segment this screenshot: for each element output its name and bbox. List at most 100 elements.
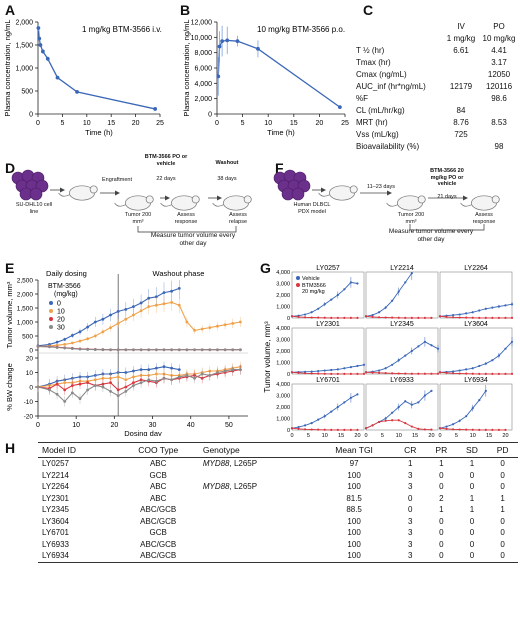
- table-row: LY0257 ABC MYD88, L265P 97 1 1 1 0: [38, 458, 518, 470]
- data-point: [63, 343, 67, 346]
- tgi-cell: 97: [349, 459, 359, 469]
- data-point: [86, 337, 90, 341]
- data-point: [139, 301, 143, 305]
- schem-f-assess: Assess response: [472, 212, 496, 225]
- mouse-icon: [460, 195, 500, 211]
- data-point: [410, 403, 413, 406]
- series-line-drug: [439, 315, 512, 319]
- data-point: [208, 348, 212, 352]
- data-point: [391, 419, 394, 422]
- data-point: [170, 366, 174, 370]
- tgi-cell: LY0257: [42, 459, 69, 469]
- schem-d-washout: Washout: [215, 160, 239, 166]
- tgi-cell: 0: [439, 470, 444, 480]
- mouse-tail: [114, 202, 126, 207]
- data-point: [364, 315, 368, 318]
- subplot-title: LY2264: [464, 265, 488, 272]
- schematic-d: [11, 169, 252, 233]
- data-point: [303, 424, 307, 427]
- legend-label: 30: [57, 325, 65, 332]
- data-point: [124, 317, 128, 321]
- x-tick-label: 15: [338, 433, 344, 438]
- tgi-cell: 1: [439, 505, 444, 515]
- data-point: [147, 378, 151, 382]
- series-line-vehicle: [291, 393, 358, 429]
- data-point: [510, 372, 514, 375]
- data-point: [484, 389, 487, 392]
- data-point: [109, 348, 112, 352]
- data-point: [371, 424, 374, 427]
- data-point: [317, 428, 320, 431]
- table-row: LY2345 ABC/GCB 88.5 0 1 1 1: [38, 504, 518, 516]
- data-point: [124, 308, 128, 311]
- y-tick-label: 500: [22, 334, 33, 341]
- arrow-head: [217, 195, 222, 201]
- cells-icon: [273, 169, 311, 201]
- data-point: [377, 420, 381, 424]
- data-point: [238, 348, 242, 352]
- data-point: [330, 372, 333, 375]
- x-tick-label: 5: [60, 120, 64, 127]
- data-point: [223, 369, 227, 373]
- data-point: [356, 428, 359, 431]
- bracket: [137, 226, 237, 233]
- pk-table-cell: AUC_inf (hr*ng/mL): [356, 82, 426, 92]
- data-point: [101, 317, 105, 321]
- x-axis-label: Time (h): [85, 128, 113, 137]
- data-point: [458, 372, 461, 375]
- data-point: [78, 382, 82, 386]
- x-tick-label: 0: [438, 433, 441, 438]
- data-point: [377, 371, 381, 374]
- data-point: [170, 289, 174, 293]
- tgi-cell: 0: [500, 459, 505, 469]
- data-point: [423, 394, 427, 397]
- pk-table-cell: T ½ (hr): [356, 45, 385, 55]
- schem-f-dose: BTM-3566 20 mg/kg PO or vehicle: [430, 168, 464, 187]
- tgi-cell: [201, 539, 314, 551]
- data-point: [362, 372, 366, 375]
- tgi-header-cell: PR: [426, 442, 457, 458]
- tgi-cell: ABC: [149, 493, 167, 503]
- legend-label: BTM3566: [302, 283, 326, 289]
- x-tick-label: 20: [110, 422, 118, 429]
- y-tick-label: 4,000: [276, 270, 290, 276]
- data-point: [423, 428, 427, 431]
- data-point: [397, 316, 400, 319]
- tgi-cell: [201, 504, 314, 516]
- data-point: [116, 309, 120, 313]
- tgi-cell: ABC: [149, 482, 167, 492]
- data-point: [101, 385, 105, 389]
- tgi-cell: 3: [394, 550, 426, 563]
- tgi-cell: 100: [347, 528, 361, 538]
- data-point: [139, 368, 143, 371]
- series-line: [217, 39, 341, 108]
- data-point: [445, 425, 448, 428]
- data-point: [371, 314, 374, 317]
- y-tick-label: 2,000: [276, 405, 290, 411]
- tgi-cell: 1: [439, 459, 444, 469]
- data-point: [323, 428, 326, 431]
- bracket: [409, 224, 485, 231]
- data-point: [404, 422, 407, 425]
- schem-d-washout-days: 38 days: [217, 176, 237, 182]
- tgi-cell: [200, 550, 314, 563]
- x-tick-label: 40: [187, 422, 195, 429]
- data-point: [323, 415, 326, 418]
- legend-marker: [49, 317, 53, 321]
- tgi-cell: 3: [408, 516, 413, 526]
- data-point: [124, 389, 128, 393]
- data-point: [36, 26, 41, 30]
- y-tick-label: 2,000: [17, 292, 34, 299]
- data-point: [154, 366, 158, 370]
- x-tick-label: 20: [354, 433, 360, 438]
- y-tick-label: 4,000: [276, 382, 290, 388]
- data-point: [330, 298, 333, 301]
- data-point: [478, 364, 481, 368]
- pk-table-cell: 98: [494, 142, 504, 152]
- schem-d-implant: Engraftment: [102, 177, 132, 183]
- tumor-bw-chart: Daily dosing Washout phase05001,0001,5002…: [5, 269, 248, 436]
- tgi-cell: GCB: [149, 528, 167, 538]
- data-point: [116, 322, 120, 325]
- y-tick-label: 12,000: [191, 20, 213, 27]
- data-point: [216, 371, 219, 374]
